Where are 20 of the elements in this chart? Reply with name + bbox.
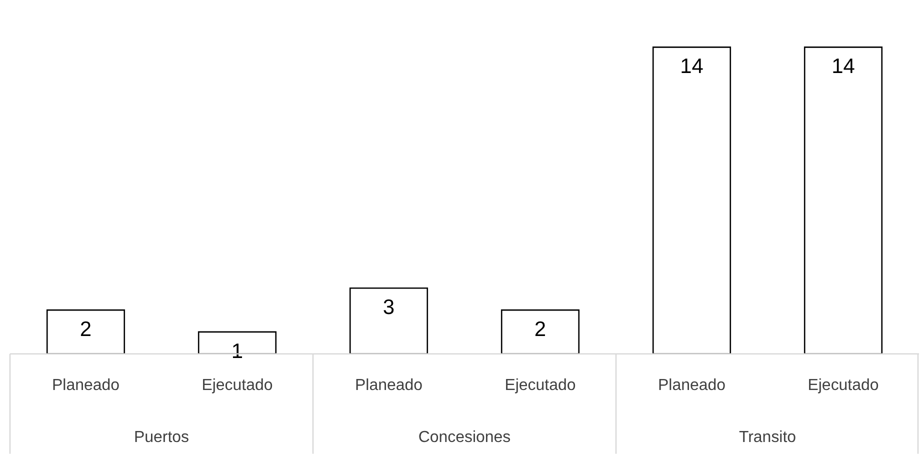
data-label: 2 (534, 318, 546, 342)
data-label: 2 (80, 318, 92, 342)
text: Puertos (134, 428, 190, 446)
x-tick-label: Ejecutado (808, 376, 879, 394)
data-label: 1 (231, 340, 244, 363)
text: Transito (738, 428, 796, 446)
text: Concesiones (418, 428, 511, 446)
x-tick-label: Ejecutado (202, 376, 273, 394)
x-tick-label: Ejecutado (504, 376, 576, 394)
data-label: 14 (832, 55, 856, 78)
x-tick-label: Planeado (354, 376, 423, 394)
data-label: 14 (680, 55, 704, 78)
bar (46, 309, 126, 355)
bar (349, 288, 428, 355)
x-tick-label: Planeado (52, 376, 120, 394)
bar (500, 309, 580, 355)
data-label: 3 (382, 296, 395, 320)
bar (804, 46, 883, 355)
x-tick-label: Planeado (658, 376, 726, 394)
bar (652, 46, 732, 355)
